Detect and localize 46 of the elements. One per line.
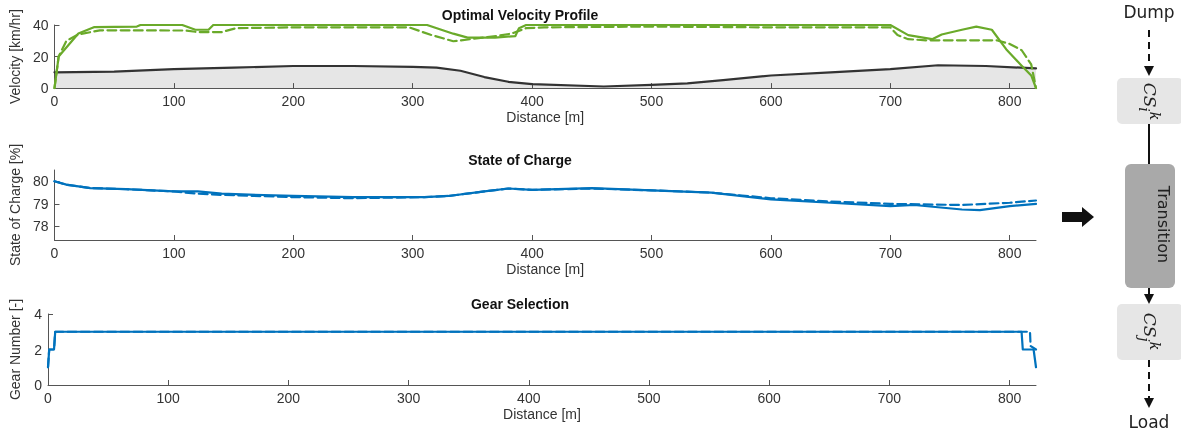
- x-axis-title: Distance [m]: [506, 261, 585, 277]
- text: Dump: [1122, 2, 1176, 22]
- y-tick-label: 4: [34, 306, 43, 322]
- x-tick-label: 300: [401, 93, 425, 110]
- y-tick-label: 78: [32, 218, 49, 235]
- y-tick-label: 80: [32, 173, 49, 190]
- x-tick-label: 100: [162, 245, 186, 261]
- x-tick-label: 300: [401, 245, 425, 261]
- x-tick-label: 300: [396, 390, 421, 406]
- y-axis-title: Gear Number [-]: [7, 298, 23, 401]
- x-tick-label: 500: [639, 93, 664, 110]
- x-tick-label: 600: [759, 245, 783, 261]
- text: Load: [1127, 412, 1171, 432]
- x-tick-label: 400: [520, 245, 544, 261]
- x-tick-label: 800: [997, 390, 1022, 406]
- chart-title: Optimal Velocity Profile: [441, 7, 599, 23]
- x-tick-label: 500: [637, 390, 661, 406]
- x-tick-label: 600: [757, 390, 782, 406]
- y-tick-label: 79: [32, 195, 49, 212]
- x-tick-label: 0: [50, 245, 59, 261]
- x-tick-label: 700: [878, 93, 903, 110]
- x-tick-label: 700: [878, 245, 903, 261]
- x-tick-label: 200: [281, 245, 306, 261]
- y-axis-title: Velocity [km/hr]: [7, 9, 23, 105]
- x-tick-label: 700: [877, 390, 902, 406]
- x-tick-label: 200: [276, 390, 301, 406]
- x-tick-label: 600: [759, 93, 783, 110]
- x-axis-title: Distance [m]: [506, 109, 585, 126]
- chart-title: Gear Selection: [470, 296, 570, 312]
- y-tick-label: 2: [34, 341, 43, 358]
- y-axis-title: State of Charge [%]: [7, 143, 23, 267]
- text: Transition: [1154, 185, 1174, 264]
- chart-title: State of Charge: [468, 152, 572, 168]
- x-tick-label: 400: [520, 93, 544, 110]
- y-tick-label: 0: [34, 377, 43, 393]
- x-axis-title: Distance [m]: [503, 406, 581, 422]
- x-tick-label: 100: [156, 390, 181, 406]
- x-tick-label: 200: [281, 93, 306, 110]
- y-tick-label: 20: [32, 48, 49, 65]
- x-tick-label: 500: [639, 245, 664, 261]
- y-tick-label: 40: [32, 17, 49, 33]
- x-tick-label: 100: [162, 93, 186, 110]
- x-tick-label: 400: [517, 390, 541, 406]
- x-tick-label: 800: [998, 245, 1022, 261]
- y-tick-label: 0: [40, 80, 49, 97]
- x-tick-label: 800: [998, 93, 1022, 110]
